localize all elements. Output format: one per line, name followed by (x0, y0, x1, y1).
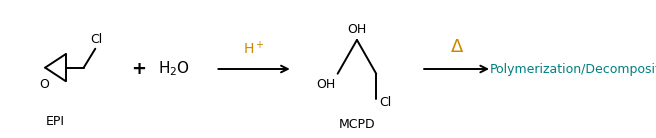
Text: EPI: EPI (45, 115, 64, 128)
Text: H$_2$O: H$_2$O (157, 60, 190, 78)
Text: Cl: Cl (91, 33, 103, 46)
Text: Cl: Cl (380, 96, 392, 109)
Text: H$^+$: H$^+$ (243, 40, 265, 57)
Text: OH: OH (316, 78, 336, 91)
Text: Polymerization/Decomposition: Polymerization/Decomposition (490, 63, 656, 75)
Text: +: + (131, 60, 146, 78)
Text: MCPD: MCPD (338, 118, 375, 131)
Text: O: O (39, 78, 49, 91)
Text: Δ: Δ (451, 38, 462, 56)
Text: OH: OH (347, 23, 367, 36)
